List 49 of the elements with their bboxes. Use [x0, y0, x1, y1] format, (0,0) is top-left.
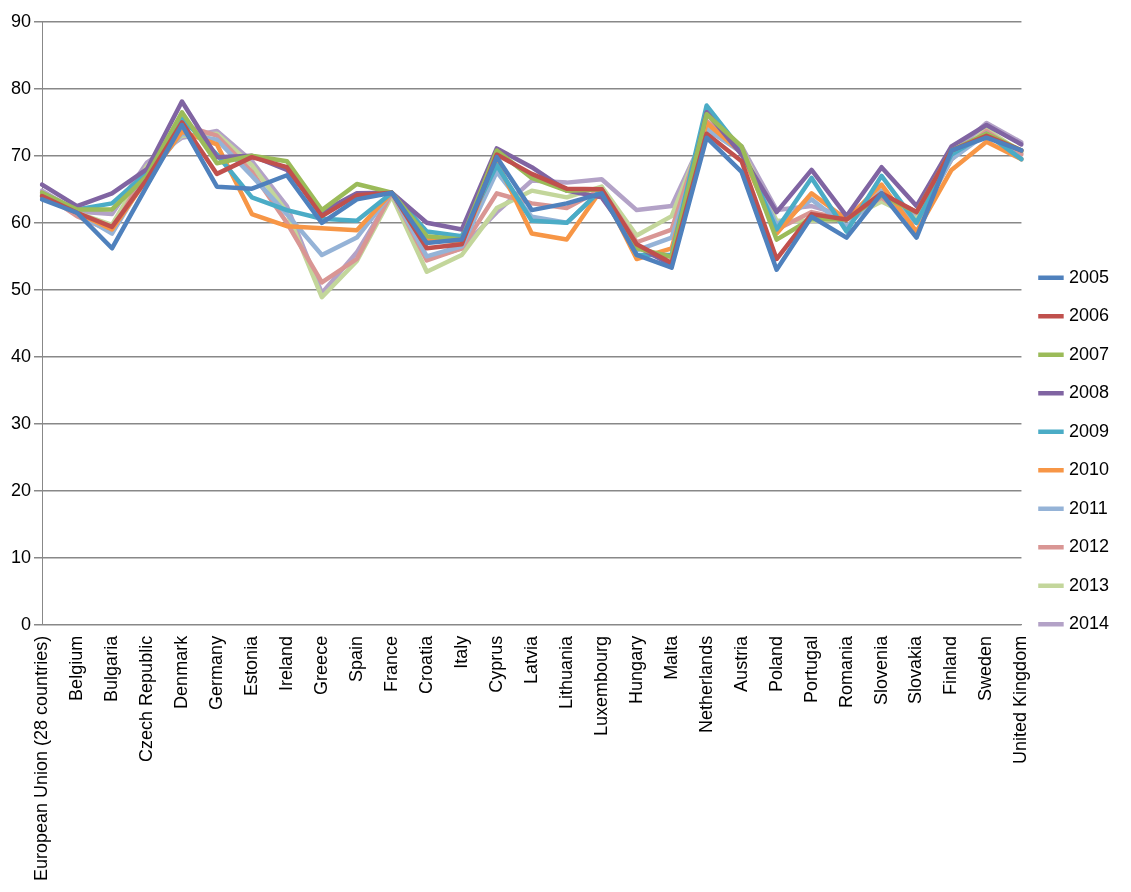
legend-label: 2013	[1068, 574, 1109, 595]
x-tick-label: Slovakia	[905, 634, 926, 704]
legend-label: 2010	[1068, 459, 1109, 480]
x-tick-label: Sweden	[975, 635, 996, 701]
x-tick-label: France	[380, 635, 401, 692]
x-tick-label: Denmark	[170, 634, 191, 709]
y-tick-label: 90	[10, 10, 32, 31]
x-tick-label: Poland	[765, 635, 786, 692]
y-tick-label: 10	[10, 546, 32, 567]
x-tick-label: Slovenia	[870, 634, 891, 705]
x-tick-label: Belgium	[65, 635, 86, 701]
y-tick-label: 70	[10, 144, 32, 165]
y-tick-label: 20	[10, 479, 32, 500]
x-tick-label: Luxembourg	[590, 635, 611, 736]
legend-label: 2006	[1068, 305, 1109, 326]
x-tick-label: Germany	[205, 635, 226, 710]
x-tick-label: Hungary	[625, 635, 646, 704]
legend-label: 2005	[1068, 266, 1109, 287]
x-tick-label: Spain	[345, 635, 366, 682]
y-tick-label: 30	[10, 412, 32, 433]
x-tick-label: Romania	[835, 634, 856, 708]
x-tick-label: Greece	[310, 635, 331, 695]
x-tick-label: Italy	[450, 635, 471, 669]
x-tick-label: Netherlands	[695, 635, 716, 733]
x-tick-label: Ireland	[275, 635, 296, 691]
legend-label: 2009	[1068, 420, 1109, 441]
y-tick-label: 60	[10, 211, 32, 232]
x-tick-label: European Union (28 countries)	[30, 635, 51, 882]
x-tick-label: Czech Republic	[135, 635, 156, 762]
legend-label: 2012	[1068, 536, 1109, 557]
x-tick-label: Malta	[660, 634, 681, 680]
legend-label: 2011	[1068, 497, 1108, 518]
y-tick-label: 0	[21, 613, 32, 634]
x-tick-label: Bulgaria	[100, 634, 121, 702]
x-tick-label: Austria	[730, 634, 751, 692]
y-tick-label: 50	[10, 278, 32, 299]
x-tick-label: Portugal	[800, 635, 821, 703]
x-tick-label: Croatia	[415, 634, 436, 694]
legend-label: 2007	[1068, 343, 1109, 364]
y-tick-label: 80	[10, 77, 32, 98]
legend-label: 2014	[1068, 613, 1109, 634]
x-tick-label: Latvia	[520, 634, 541, 684]
legend-label: 2008	[1068, 382, 1109, 403]
x-tick-label: United Kingdom	[1010, 635, 1031, 764]
x-tick-label: Finland	[940, 635, 961, 695]
x-tick-label: Lithuania	[555, 634, 576, 709]
x-tick-label: Cyprus	[485, 635, 506, 693]
y-tick-label: 40	[10, 345, 32, 366]
x-tick-label: Estonia	[240, 634, 261, 696]
